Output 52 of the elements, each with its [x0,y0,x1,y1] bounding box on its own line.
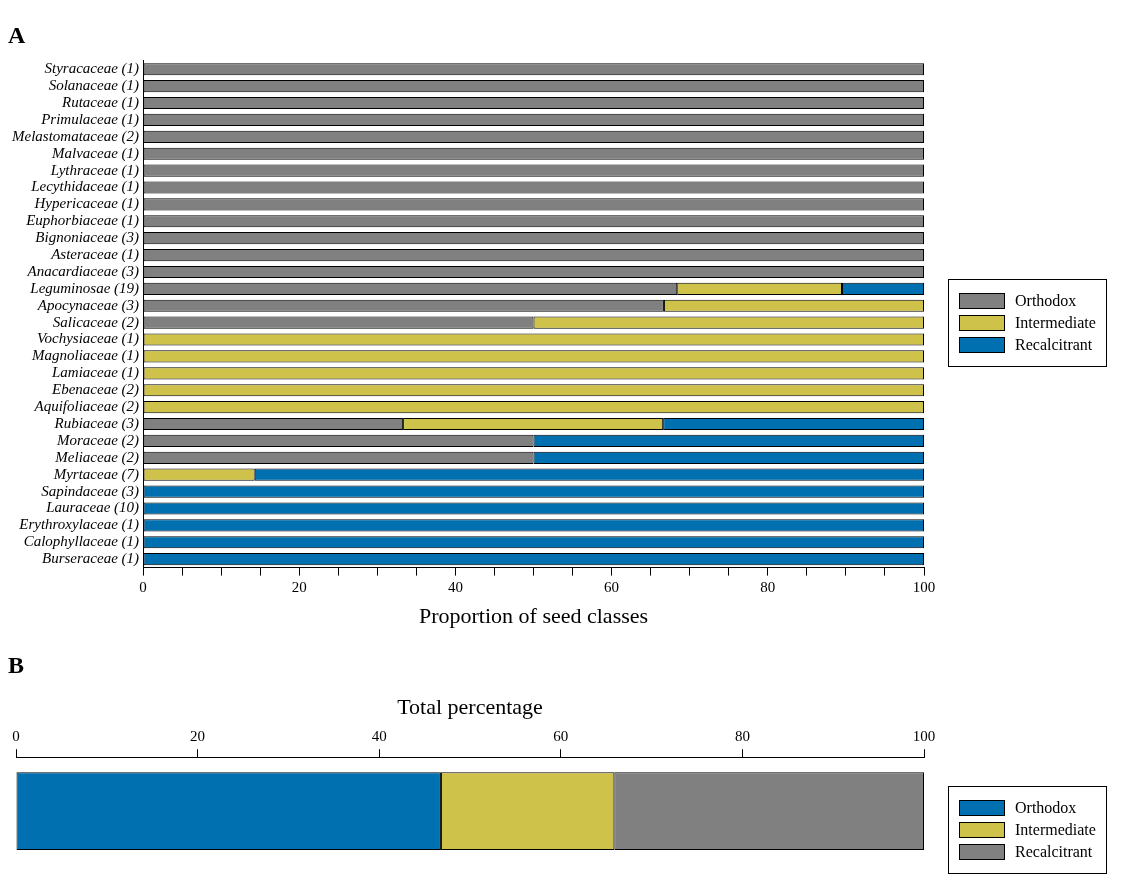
y-tick-label: Magnoliaceae (1) [30,347,140,365]
y-tick-label: Lamiaceae (1) [50,364,140,382]
x2-tick-label: 60 [553,728,569,745]
y-tick-label: Anacardiaceae (3) [26,262,140,280]
legend-label: Recalcitrant [1015,336,1093,354]
x-tick-label: 20 [291,578,307,595]
y-tick-label: Sapindaceae (3) [41,482,140,500]
y-tick-label: Primulaceae (1) [40,110,140,128]
y-tick-label: Melastomataceae (2) [10,127,140,145]
legend-label: Intermediate [1015,821,1096,839]
x2-axis-title: Total percentage [397,693,543,719]
y-tick-label: Asteraceae (1) [50,246,140,264]
y-tick-label: Aquifoliaceae (2) [33,398,140,416]
text: Orthodox [1015,292,1077,310]
x-tick-label: 0 [139,578,147,595]
x-tick-label: 60 [604,578,620,595]
x-tick-label: 80 [760,578,776,595]
x2-tick-label: 80 [734,728,750,745]
y-tick-label: Calophyllaceae (1) [23,533,140,551]
y-tick-label: Ebenaceae (2) [50,381,140,399]
y-tick-label: Leguminosae (19) [29,279,140,297]
x2-tick-label: 100 [912,728,936,745]
y-tick-label: Lecythidaceae (1) [30,178,140,196]
text: Orthodox [1015,799,1077,817]
legend-label: Recalcitrant [1015,843,1093,861]
y-tick-label: Rubiaceae (3) [53,414,140,432]
y-tick-label: Salicaceae (2) [52,313,140,331]
y-tick-label: Hypericaceae (1) [33,195,140,213]
y-tick-label: Lythraceae (1) [49,161,140,179]
legend-label: Intermediate [1015,314,1096,332]
y-tick-label: Burseraceae (1) [41,550,140,568]
y-tick-label: Vochysiaceae (1) [36,330,140,348]
x2-tick-label: 40 [371,728,387,745]
y-tick-label: Erythroxylaceae (1) [18,516,140,534]
x2-tick-label: 0 [12,728,20,745]
y-tick-label: Meliaceae (2) [54,448,140,466]
x-tick-label: 100 [912,578,936,595]
x2-tick-label: 20 [190,728,206,745]
y-tick-label: Bignoniaceae (3) [35,229,140,247]
y-tick-label: Myrtaceae (7) [52,465,140,483]
x-axis-title: Proportion of seed classes [418,602,649,628]
y-tick-label: Apocynaceae (3) [36,296,140,314]
y-tick-label: Malvaceae (1) [50,144,140,162]
x-tick-label: 40 [447,578,463,595]
chart-title: A [8,21,26,48]
y-tick-label: Solanaceae (1) [48,77,140,95]
y-tick-label: Rutaceae (1) [60,93,140,111]
y-tick-label: Styracaceae (1) [44,60,140,78]
y-tick-label: Euphorbiaceae (1) [25,212,140,230]
chart-title: B [8,651,25,678]
y-tick-label: Moraceae (2) [55,431,140,449]
y-tick-label: Lauraceae (10) [45,499,140,517]
